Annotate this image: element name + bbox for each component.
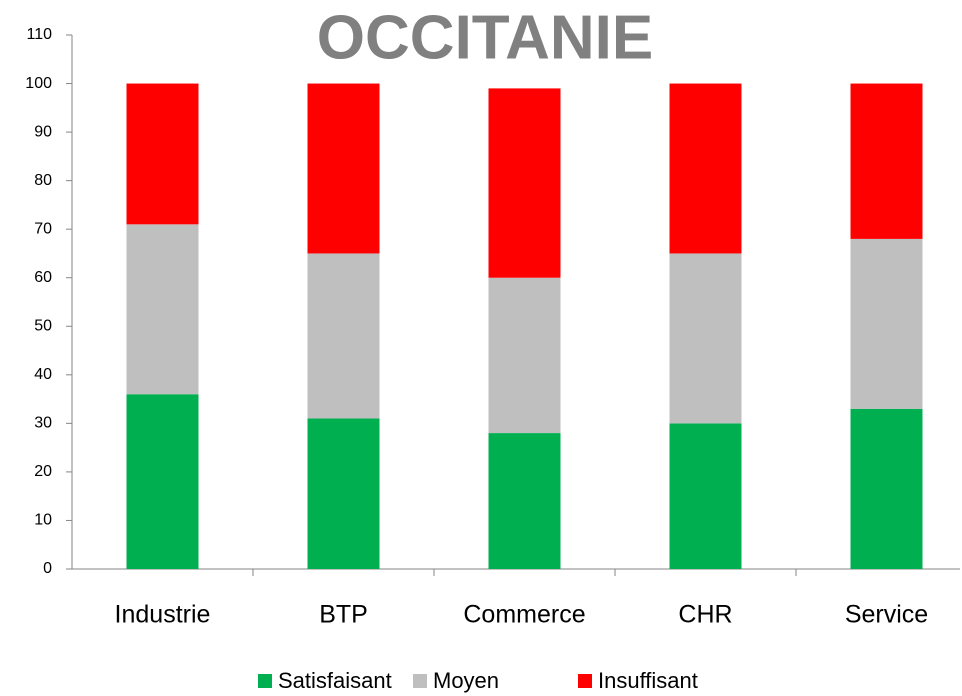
y-tick-label: 40	[34, 366, 52, 383]
bar-segment	[488, 88, 561, 278]
y-tick-label: 100	[25, 75, 52, 92]
y-tick-label: 90	[34, 123, 52, 140]
bar-segment	[850, 238, 923, 409]
bar-segment	[669, 83, 742, 254]
x-tick-label: CHR	[678, 601, 732, 629]
x-tick-label: Commerce	[463, 601, 585, 629]
bar-segment	[126, 83, 199, 225]
legend-label: Insuffisant	[598, 668, 698, 693]
x-tick-label: BTP	[319, 601, 368, 629]
x-tick-label: Industrie	[115, 601, 211, 629]
y-tick-label: 10	[34, 512, 52, 529]
bar-segment	[126, 224, 199, 395]
bar-segment	[307, 418, 380, 569]
bar-segment	[850, 408, 923, 569]
y-tick-label: 70	[34, 220, 52, 237]
legend-label: Satisfaisant	[278, 668, 392, 693]
y-tick-label: 20	[34, 463, 52, 480]
y-tick-label: 0	[43, 560, 52, 577]
y-tick-label: 30	[34, 415, 52, 432]
x-tick-label: Service	[845, 601, 928, 629]
y-tick-label: 80	[34, 172, 52, 189]
bar-segment	[307, 83, 380, 254]
bar-segment	[126, 394, 199, 569]
y-tick-label: 110	[26, 26, 52, 43]
bar-segment	[488, 277, 561, 434]
legend-swatch	[413, 674, 427, 688]
y-tick-label: 50	[34, 317, 52, 334]
bar-segment	[669, 423, 742, 569]
chart-title: OCCITANIE	[317, 3, 653, 72]
bar-segment	[307, 253, 380, 419]
legend-swatch	[258, 674, 272, 688]
bar-segment	[488, 433, 561, 569]
y-tick-label: 60	[34, 269, 52, 286]
legend-swatch	[578, 674, 592, 688]
legend-label: Moyen	[433, 668, 499, 693]
bar-segment	[669, 253, 742, 424]
bar-segment	[850, 83, 923, 239]
